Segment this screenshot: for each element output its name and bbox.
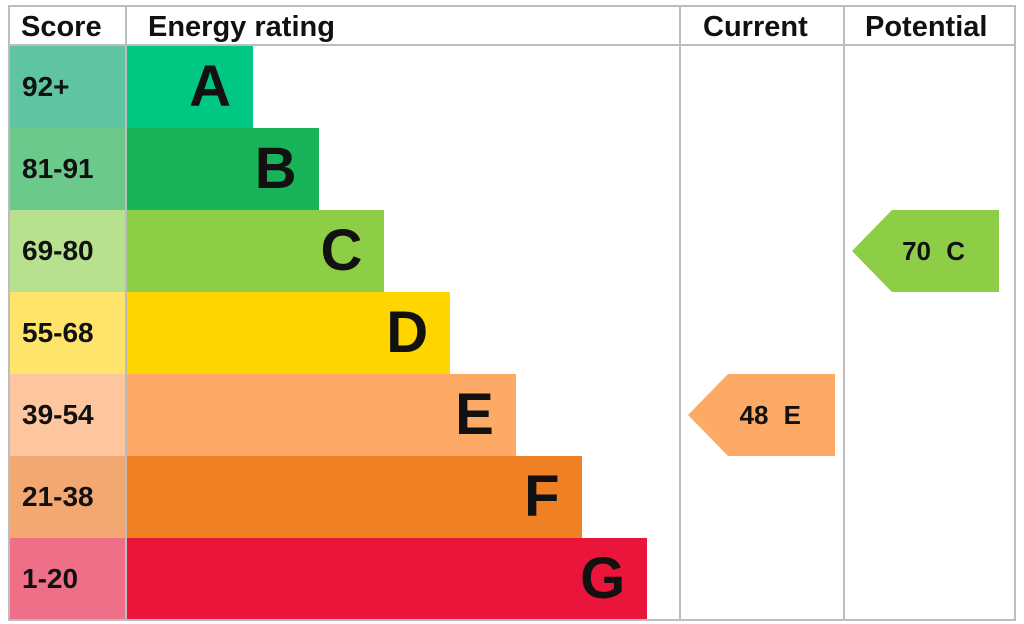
band-bar-d: D <box>126 292 451 374</box>
header-score: Score <box>21 11 102 43</box>
band-bar-b: B <box>126 128 319 210</box>
score-cell-b: 81-91 <box>9 128 126 210</box>
grid-top <box>8 5 1016 7</box>
potential-rating-arrow: 70 C <box>852 210 999 292</box>
band-bar-e: E <box>126 374 516 456</box>
score-cell-d: 55-68 <box>9 292 126 374</box>
current-arrow-shape <box>688 374 835 456</box>
potential-rating-label: 70 C <box>902 236 965 266</box>
score-cell-c: 69-80 <box>9 210 126 292</box>
band-bar-f: F <box>126 456 582 538</box>
band-letter: D <box>386 300 429 365</box>
band-bar-c: C <box>126 210 385 292</box>
band-letter: F <box>524 464 560 529</box>
current-rating-arrow: 48 E <box>688 374 835 456</box>
potential-arrow-shape <box>852 210 999 292</box>
score-cell-e: 39-54 <box>9 374 126 456</box>
grid-vline-1 <box>125 5 127 621</box>
header-current: Current <box>703 11 808 43</box>
current-rating-label: 48 E <box>739 400 802 430</box>
band-letter: E <box>455 382 494 447</box>
band-bar-g: G <box>126 538 648 620</box>
grid-vline-4 <box>1014 5 1016 621</box>
band-letter: C <box>320 218 363 283</box>
score-cell-f: 21-38 <box>9 456 126 538</box>
grid-vline-2 <box>679 5 681 621</box>
header-energy-rating: Energy rating <box>148 11 335 43</box>
band-letter: B <box>254 136 297 201</box>
score-cell-g: 1-20 <box>9 538 126 620</box>
band-letter: A <box>189 54 231 119</box>
band-letter: G <box>580 546 626 611</box>
header-potential: Potential <box>865 11 988 43</box>
grid-bottom <box>8 619 1016 621</box>
band-bar-a: A <box>126 46 253 128</box>
grid-vline-0 <box>8 5 10 621</box>
score-cell-a: 92+ <box>9 46 126 128</box>
grid-vline-3 <box>843 5 845 621</box>
grid-header-bottom <box>8 44 1016 46</box>
